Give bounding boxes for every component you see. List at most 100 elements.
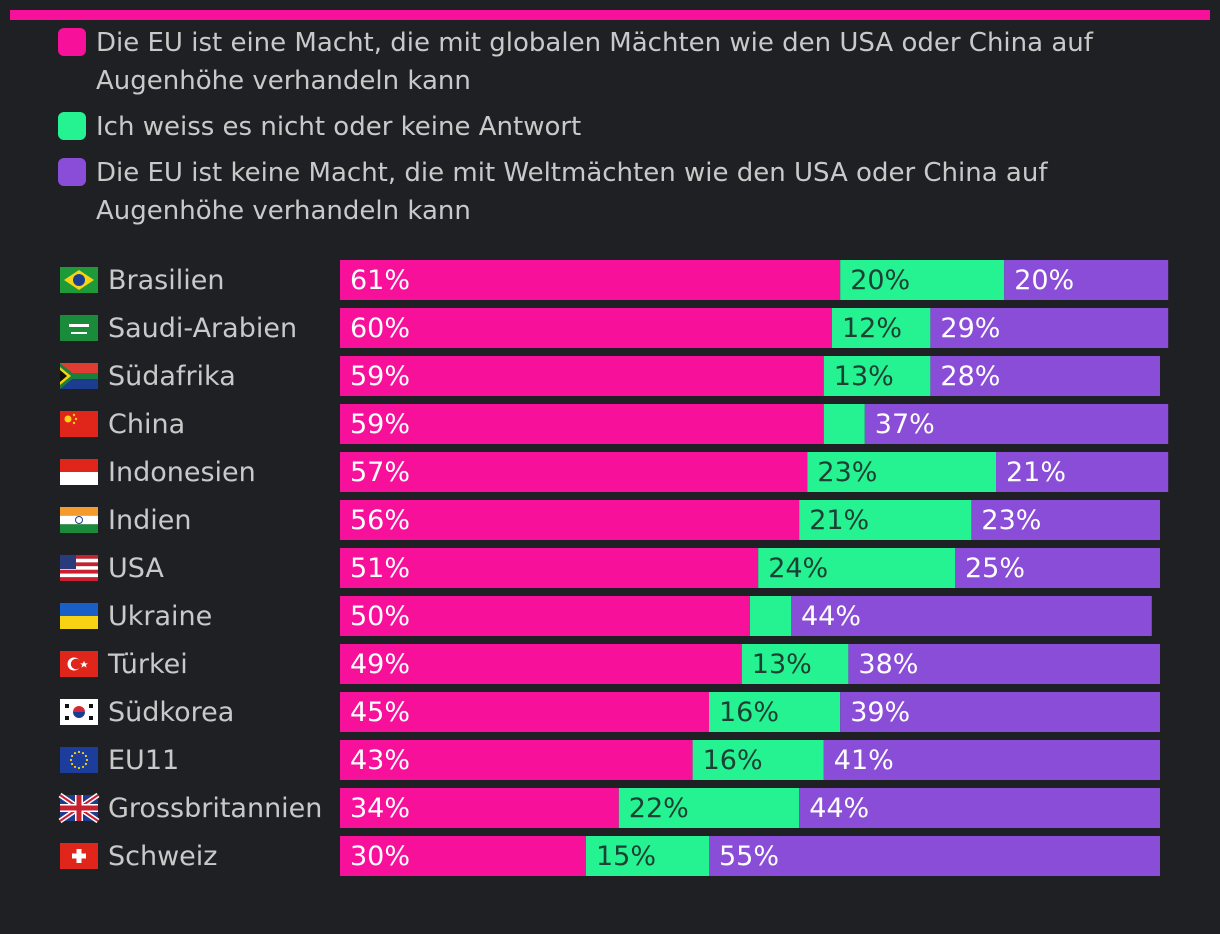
- legend-item-no-power: Die EU ist keine Macht, die mit Weltmäch…: [58, 154, 1148, 230]
- bar-segment-dont-know: [840, 260, 1005, 300]
- value-label-negative: 28%: [940, 361, 1000, 392]
- country-label: Indonesien: [108, 457, 256, 488]
- bar-segment-positive: [340, 308, 832, 348]
- bar-row-schweiz: Schweiz 30% 15% 55%: [60, 836, 1160, 876]
- value-label-negative: 37%: [875, 409, 935, 440]
- value-label-negative: 41%: [834, 745, 894, 776]
- bar-segment-negative: [840, 692, 1160, 732]
- value-label-positive: 61%: [350, 265, 410, 296]
- flag-south-africa-icon: [60, 363, 98, 389]
- flag-ukraine-icon: [60, 603, 98, 629]
- bar-segment-positive: [340, 596, 750, 636]
- bar-segment-positive: [340, 788, 619, 828]
- bar-segment-dont-know: [709, 692, 841, 732]
- bar-segment-negative: [799, 788, 1160, 828]
- value-label-negative: 21%: [1006, 457, 1066, 488]
- value-label-negative: 55%: [719, 841, 779, 872]
- flag-switzerland-icon: [60, 843, 98, 869]
- legend-label-power: Die EU ist eine Macht, die mit globalen …: [96, 28, 1093, 96]
- bar-segment-dont-know: [832, 308, 931, 348]
- bar-segment-negative: [930, 356, 1160, 396]
- country-label: USA: [108, 553, 164, 584]
- bar-row-indien: Indien 56% 21% 23%: [60, 500, 1160, 540]
- country-label: China: [108, 409, 185, 440]
- bar-row-ukraine: Ukraine 50% 44%: [60, 596, 1152, 636]
- value-label-negative: 20%: [1014, 265, 1074, 296]
- bar-segment-dont-know: [807, 452, 996, 492]
- flag-china-icon: [60, 411, 98, 437]
- flag-uk-icon: [58, 792, 100, 824]
- bar-segment-positive: [340, 452, 808, 492]
- value-label-dont-know: 13%: [752, 649, 812, 680]
- value-label-positive: 56%: [350, 505, 410, 536]
- bar-segment-negative: [955, 548, 1160, 588]
- bar-segment-positive: [340, 644, 742, 684]
- flag-saudi-arabia-icon: [60, 315, 98, 341]
- flag-indonesia-icon: [60, 459, 98, 485]
- bar-segment-positive: [340, 836, 586, 876]
- country-label: Türkei: [107, 649, 188, 680]
- value-label-dont-know: 12%: [842, 313, 902, 344]
- bar-row-china: China 59% 37%: [60, 404, 1169, 444]
- country-label: Ukraine: [108, 601, 212, 632]
- bar-segment-dont-know: [823, 404, 865, 444]
- value-label-negative: 23%: [981, 505, 1041, 536]
- country-label: Schweiz: [108, 841, 217, 872]
- flag-india-icon: [60, 507, 98, 533]
- bar-segment-dont-know: [799, 500, 972, 540]
- bar-segment-negative: [823, 740, 1160, 780]
- legend-swatch-pink: [58, 28, 86, 56]
- legend-label-no-power: Die EU ist keine Macht, die mit Weltmäch…: [96, 158, 1048, 226]
- country-label: Indien: [108, 505, 191, 536]
- bar-segment-positive: [340, 260, 841, 300]
- bar-segment-dont-know: [750, 596, 791, 636]
- legend-item-power: Die EU ist eine Macht, die mit globalen …: [58, 24, 1148, 100]
- bar-segment-positive: [340, 404, 824, 444]
- value-label-positive: 34%: [350, 793, 410, 824]
- bar-segment-negative: [930, 308, 1169, 348]
- value-label-negative: 39%: [850, 697, 910, 728]
- country-label: Grossbritannien: [108, 793, 322, 824]
- bar-segment-positive: [340, 356, 824, 396]
- value-label-dont-know: 23%: [817, 457, 877, 488]
- value-label-negative: 29%: [940, 313, 1000, 344]
- bar-segment-dont-know: [618, 788, 800, 828]
- value-label-negative: 44%: [801, 601, 861, 632]
- bar-segment-dont-know: [692, 740, 824, 780]
- bar-segment-negative: [864, 404, 1169, 444]
- value-label-dont-know: 24%: [768, 553, 828, 584]
- bar-segment-positive: [340, 740, 693, 780]
- legend-label-dont-know: Ich weiss es nicht oder keine Antwort: [96, 112, 582, 142]
- country-label: Brasilien: [108, 265, 224, 296]
- value-label-positive: 60%: [350, 313, 410, 344]
- bar-segment-negative: [791, 596, 1152, 636]
- bar-segment-positive: [340, 548, 759, 588]
- country-label: EU11: [108, 745, 179, 776]
- bar-row-saudi-arabien: Saudi-Arabien 60% 12% 29%: [60, 308, 1169, 348]
- flag-brazil-icon: [60, 267, 98, 293]
- bar-row-südafrika: Südafrika 59% 13% 28%: [60, 356, 1160, 396]
- bar-segment-negative: [848, 644, 1160, 684]
- country-label: Saudi-Arabien: [108, 313, 297, 344]
- bar-row-indonesien: Indonesien 57% 23% 21%: [60, 452, 1169, 492]
- bar-segment-positive: [340, 692, 709, 732]
- flag-usa-icon: [60, 555, 98, 581]
- value-label-positive: 49%: [350, 649, 410, 680]
- country-label: Südkorea: [108, 697, 234, 728]
- value-label-negative: 25%: [965, 553, 1025, 584]
- flag-eu-icon: [60, 747, 98, 773]
- value-label-dont-know: 16%: [719, 697, 779, 728]
- bar-row-grossbritannien: Grossbritannien 34% 22% 44%: [58, 788, 1160, 828]
- value-label-negative: 44%: [809, 793, 869, 824]
- legend: Die EU ist eine Macht, die mit globalen …: [58, 24, 1148, 238]
- legend-item-dont-know: Ich weiss es nicht oder keine Antwort: [58, 108, 1148, 146]
- value-label-positive: 57%: [350, 457, 410, 488]
- top-accent-bar: [10, 10, 1210, 20]
- value-label-positive: 59%: [350, 361, 410, 392]
- value-label-dont-know: 20%: [850, 265, 910, 296]
- legend-swatch-purple: [58, 158, 86, 186]
- value-label-positive: 43%: [350, 745, 410, 776]
- value-label-negative: 38%: [858, 649, 918, 680]
- bar-segment-dont-know: [758, 548, 955, 588]
